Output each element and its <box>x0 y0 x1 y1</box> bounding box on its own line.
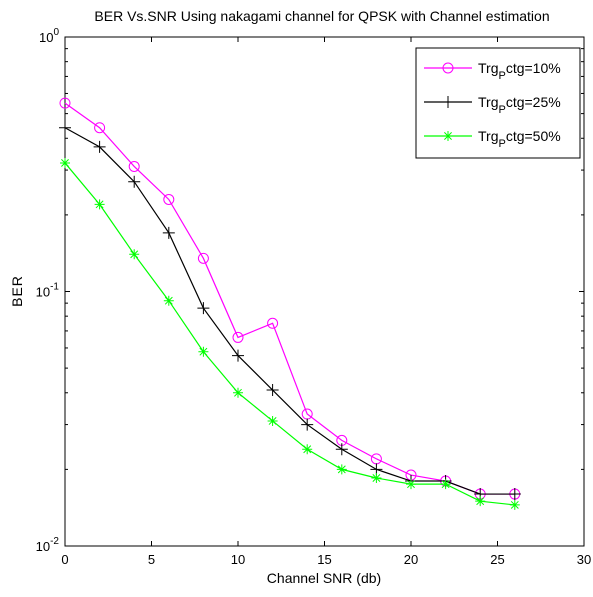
data-point <box>267 415 278 426</box>
y-tick-label: 100 <box>39 27 59 45</box>
data-point <box>129 249 140 260</box>
x-tick-label: 30 <box>577 552 591 567</box>
x-axis: 0 5 10 15 20 25 30 <box>61 37 591 567</box>
data-point <box>94 122 106 134</box>
data-point <box>232 331 244 343</box>
legend-label: TrgPctg=25% <box>478 94 561 116</box>
data-point <box>60 157 70 168</box>
data-point <box>59 97 71 109</box>
data-point <box>198 346 209 357</box>
y-tick-label: 10-2 <box>36 536 60 554</box>
chart-title: BER Vs.SNR Using nakagami channel for QP… <box>94 8 549 24</box>
legend-label: TrgPctg=50% <box>478 128 561 150</box>
data-point <box>440 479 451 490</box>
legend-label: TrgPctg=10% <box>478 60 561 82</box>
series-2 <box>59 121 521 501</box>
data-point <box>508 488 521 501</box>
legend-marker <box>442 62 454 74</box>
data-point <box>163 295 174 306</box>
y-axis: 10-2 10-1 100 <box>36 27 584 554</box>
series-line <box>64 102 515 495</box>
data-point <box>197 252 209 264</box>
data-point <box>335 443 348 456</box>
data-point <box>302 444 313 455</box>
x-tick-label: 20 <box>404 552 418 567</box>
data-point <box>336 464 347 475</box>
y-tick-label: 10-1 <box>36 282 60 300</box>
series-3 <box>60 157 520 510</box>
series-layer <box>59 97 521 510</box>
series-line <box>64 162 515 506</box>
x-axis-label: Channel SNR (db) <box>267 570 381 586</box>
x-tick-label: 15 <box>317 552 331 567</box>
data-point <box>128 175 141 188</box>
data-point <box>93 140 106 153</box>
data-point <box>371 473 382 484</box>
data-point <box>94 199 105 210</box>
data-point <box>406 479 416 490</box>
data-point <box>475 496 486 507</box>
data-point <box>197 302 210 315</box>
x-tick-label: 0 <box>61 552 68 567</box>
x-tick-label: 10 <box>231 552 245 567</box>
y-axis-label: BER <box>9 275 25 307</box>
x-tick-label: 5 <box>148 552 155 567</box>
data-point <box>267 317 279 329</box>
legend-marker <box>442 96 454 108</box>
data-point <box>233 387 243 398</box>
x-tick-label: 25 <box>490 552 504 567</box>
data-point <box>301 418 314 431</box>
data-point <box>162 226 175 239</box>
data-point <box>266 384 279 397</box>
legend: TrgPctg=10% TrgPctg=25% TrgPctg=50% <box>415 47 581 159</box>
data-point <box>128 160 140 172</box>
data-point <box>509 499 520 510</box>
legend-marker <box>443 131 453 141</box>
data-point <box>59 121 71 134</box>
data-point <box>232 349 244 362</box>
data-point <box>163 193 175 205</box>
